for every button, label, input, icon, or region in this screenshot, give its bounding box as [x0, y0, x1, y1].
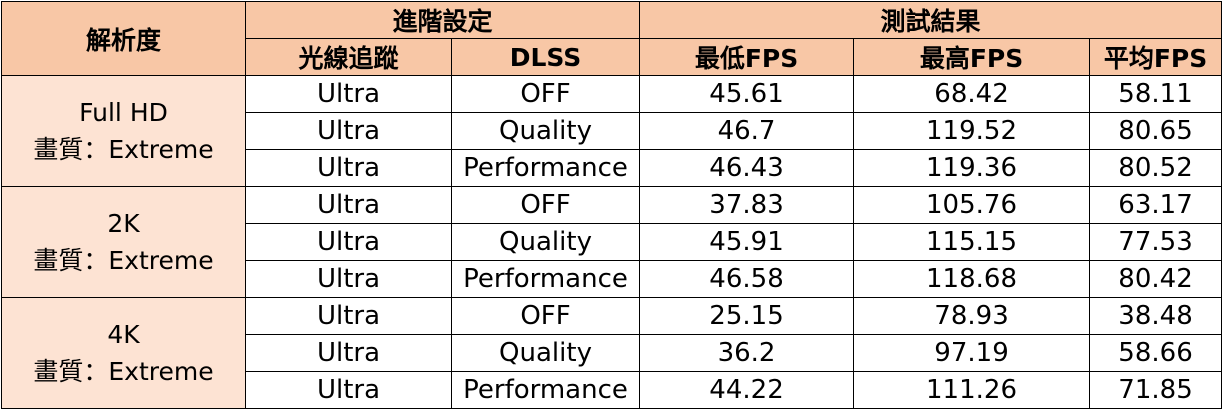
- avg-fps-cell: 38.48: [1089, 297, 1222, 335]
- ray-tracing-cell: Ultra: [245, 371, 452, 409]
- avg-fps-cell: 58.66: [1089, 334, 1222, 372]
- dlss-cell: Performance: [450, 260, 641, 298]
- header-ray-tracing: 光線追蹤: [245, 38, 452, 76]
- table-row: Ultra Performance 44.22 111.26 71.85: [2, 371, 1222, 409]
- min-fps-cell: 25.15: [639, 297, 855, 335]
- ray-tracing-cell: Ultra: [245, 297, 452, 335]
- max-fps-cell: 111.26: [853, 371, 1091, 409]
- avg-fps-cell: 71.85: [1089, 371, 1222, 409]
- header-resolution: 解析度: [1, 1, 246, 76]
- table-row: Ultra Performance 46.58 118.68 80.42: [2, 260, 1222, 298]
- min-fps-cell: 46.7: [639, 112, 855, 150]
- min-fps-cell: 44.22: [639, 371, 855, 409]
- min-fps-cell: 45.91: [639, 223, 855, 261]
- resolution-cell: Full HD 畫質：Extreme: [1, 75, 246, 187]
- avg-fps-cell: 77.53: [1089, 223, 1222, 261]
- avg-fps-cell: 80.52: [1089, 149, 1222, 187]
- header-avg-fps: 平均FPS: [1089, 38, 1222, 76]
- table-row: 4K 畫質：Extreme Ultra OFF 25.15 78.93 38.4…: [1, 297, 1222, 409]
- ray-tracing-cell: Ultra: [245, 112, 452, 150]
- quality-label: 畫質：Extreme: [33, 246, 214, 275]
- dlss-cell: Performance: [450, 371, 641, 409]
- dlss-cell: OFF: [450, 186, 641, 224]
- min-fps-cell: 45.61: [639, 75, 855, 113]
- header-test-results: 測試結果: [639, 1, 1222, 39]
- dlss-cell: Performance: [450, 149, 641, 187]
- min-fps-cell: 37.83: [639, 186, 855, 224]
- dlss-cell: OFF: [450, 75, 641, 113]
- avg-fps-cell: 80.65: [1089, 112, 1222, 150]
- resolution-label: 4K: [107, 320, 140, 349]
- resolution-cell: 2K 畫質：Extreme: [1, 186, 246, 298]
- max-fps-cell: 119.36: [853, 149, 1091, 187]
- avg-fps-cell: 58.11: [1089, 75, 1222, 113]
- dlss-cell: Quality: [450, 334, 641, 372]
- max-fps-cell: 118.68: [853, 260, 1091, 298]
- ray-tracing-cell: Ultra: [245, 260, 452, 298]
- header-advanced-settings: 進階設定: [244, 1, 641, 39]
- max-fps-cell: 115.15: [853, 223, 1091, 261]
- max-fps-cell: 105.76: [853, 186, 1091, 224]
- ray-tracing-cell: Ultra: [245, 186, 452, 224]
- min-fps-cell: 36.2: [639, 334, 855, 372]
- max-fps-cell: 68.42: [853, 75, 1091, 113]
- ray-tracing-cell: Ultra: [245, 334, 452, 372]
- min-fps-cell: 46.58: [639, 260, 855, 298]
- max-fps-cell: 119.52: [853, 112, 1091, 150]
- quality-label: 畫質：Extreme: [33, 135, 214, 164]
- max-fps-cell: 97.19: [853, 334, 1091, 372]
- resolution-label: 2K: [107, 209, 140, 238]
- quality-label: 畫質：Extreme: [33, 357, 214, 386]
- min-fps-cell: 46.43: [639, 149, 855, 187]
- table-row: Full HD 畫質：Extreme Ultra OFF 45.61 68.42…: [1, 75, 1222, 187]
- header-min-fps: 最低FPS: [639, 38, 855, 76]
- dlss-cell: OFF: [450, 297, 641, 335]
- ray-tracing-cell: Ultra: [245, 223, 452, 261]
- table-row: Ultra Quality 45.91 115.15 77.53: [2, 223, 1222, 261]
- header-dlss: DLSS: [450, 38, 641, 76]
- avg-fps-cell: 63.17: [1089, 186, 1222, 224]
- table-row: Ultra Quality 36.2 97.19 58.66: [2, 334, 1222, 372]
- ray-tracing-cell: Ultra: [245, 149, 452, 187]
- table-row: Ultra Performance 46.43 119.36 80.52: [2, 149, 1222, 187]
- header-max-fps: 最高FPS: [853, 38, 1091, 76]
- ray-tracing-cell: Ultra: [245, 75, 452, 113]
- dlss-cell: Quality: [450, 112, 641, 150]
- resolution-label: Full HD: [79, 98, 168, 127]
- max-fps-cell: 78.93: [853, 297, 1091, 335]
- avg-fps-cell: 80.42: [1089, 260, 1222, 298]
- dlss-cell: Quality: [450, 223, 641, 261]
- table-row: 2K 畫質：Extreme Ultra OFF 37.83 105.76 63.…: [1, 186, 1222, 298]
- resolution-cell: 4K 畫質：Extreme: [1, 297, 246, 409]
